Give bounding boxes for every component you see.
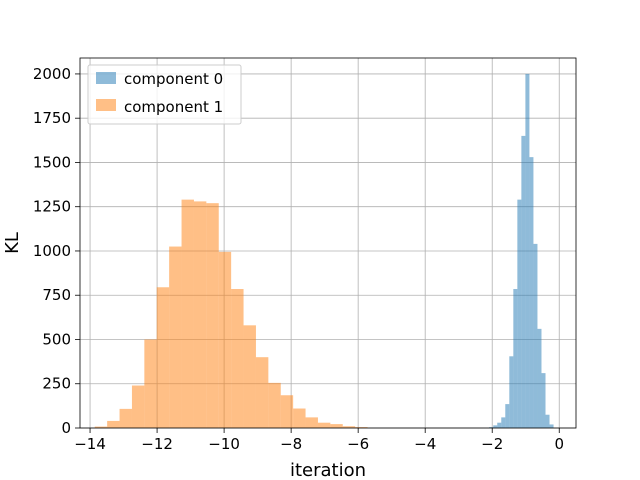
histogram-bar (501, 417, 506, 428)
histogram-bar (193, 201, 207, 428)
histogram-bar (342, 426, 356, 428)
y-tick-label: 1500 (33, 153, 71, 171)
histogram-bar (94, 426, 108, 428)
legend-swatch-component-0 (96, 72, 116, 84)
x-axis-ticks: −14 −12 −10 −8 −6 −4 −2 0 (74, 428, 564, 453)
histogram-bar (541, 373, 546, 428)
x-tick-label: 0 (554, 435, 564, 453)
x-tick-label: −10 (208, 435, 240, 453)
histogram-bar (509, 356, 514, 428)
histogram-bar (545, 414, 550, 428)
histogram-bar (119, 408, 132, 428)
x-tick-label: −8 (280, 435, 302, 453)
y-tick-label: 500 (42, 330, 71, 348)
x-tick-label: −14 (74, 435, 106, 453)
histogram-bar (549, 424, 554, 428)
y-tick-label: 0 (61, 419, 71, 437)
x-tick-label: −12 (141, 435, 173, 453)
histogram-bar (525, 73, 530, 428)
histogram-bar (355, 427, 368, 428)
histogram-bar (537, 328, 542, 428)
histogram-bar (268, 382, 281, 428)
x-tick-label: −2 (481, 435, 503, 453)
histogram-bar (533, 243, 538, 428)
histogram-bar (231, 289, 244, 428)
histogram-bar (169, 246, 182, 428)
plot-frame (79, 57, 577, 429)
legend-box (87, 64, 242, 125)
x-tick-label: −6 (347, 435, 369, 453)
histogram-bar (493, 425, 498, 428)
series-component-0 (489, 73, 554, 429)
histogram-bar (181, 199, 194, 428)
histogram-bar (305, 417, 318, 428)
legend: component 0 component 1 (87, 64, 242, 125)
legend-label-component-1: component 1 (124, 98, 223, 116)
y-axis-ticks: 0 250 500 750 1000 1250 1500 1750 2000 (33, 65, 80, 437)
histogram-bar (206, 203, 219, 428)
histogram-bar (218, 251, 232, 428)
series-component-1 (94, 199, 368, 428)
y-tick-label: 1750 (33, 109, 71, 127)
histogram-bar (513, 289, 518, 428)
y-tick-label: 2000 (33, 65, 71, 83)
histogram-bar (317, 422, 331, 428)
y-tick-label: 250 (42, 375, 71, 393)
histogram-bar (517, 199, 522, 428)
histogram-bar (330, 424, 343, 428)
y-tick-label: 750 (42, 286, 71, 304)
histogram-bar (255, 357, 269, 428)
histogram-bar (529, 157, 534, 428)
y-axis-label: KL (2, 232, 23, 254)
histogram-bar (521, 135, 526, 429)
histogram-bar (505, 404, 510, 428)
histogram-bar (131, 385, 145, 428)
histogram-bar (293, 408, 306, 428)
histogram-bar (280, 395, 294, 428)
histogram-bars (94, 73, 554, 429)
legend-swatch-component-1 (96, 99, 116, 111)
histogram-bar (489, 427, 494, 428)
x-tick-label: −4 (414, 435, 436, 453)
histogram-bar (144, 339, 157, 428)
histogram-bar (107, 420, 120, 428)
y-tick-label: 1250 (33, 198, 71, 216)
histogram-bar (156, 287, 170, 428)
legend-label-component-0: component 0 (124, 70, 223, 88)
histogram-bar (497, 422, 502, 428)
histogram-bar (243, 325, 256, 428)
x-axis-label: iteration (290, 460, 366, 480)
y-tick-label: 1000 (33, 242, 71, 260)
